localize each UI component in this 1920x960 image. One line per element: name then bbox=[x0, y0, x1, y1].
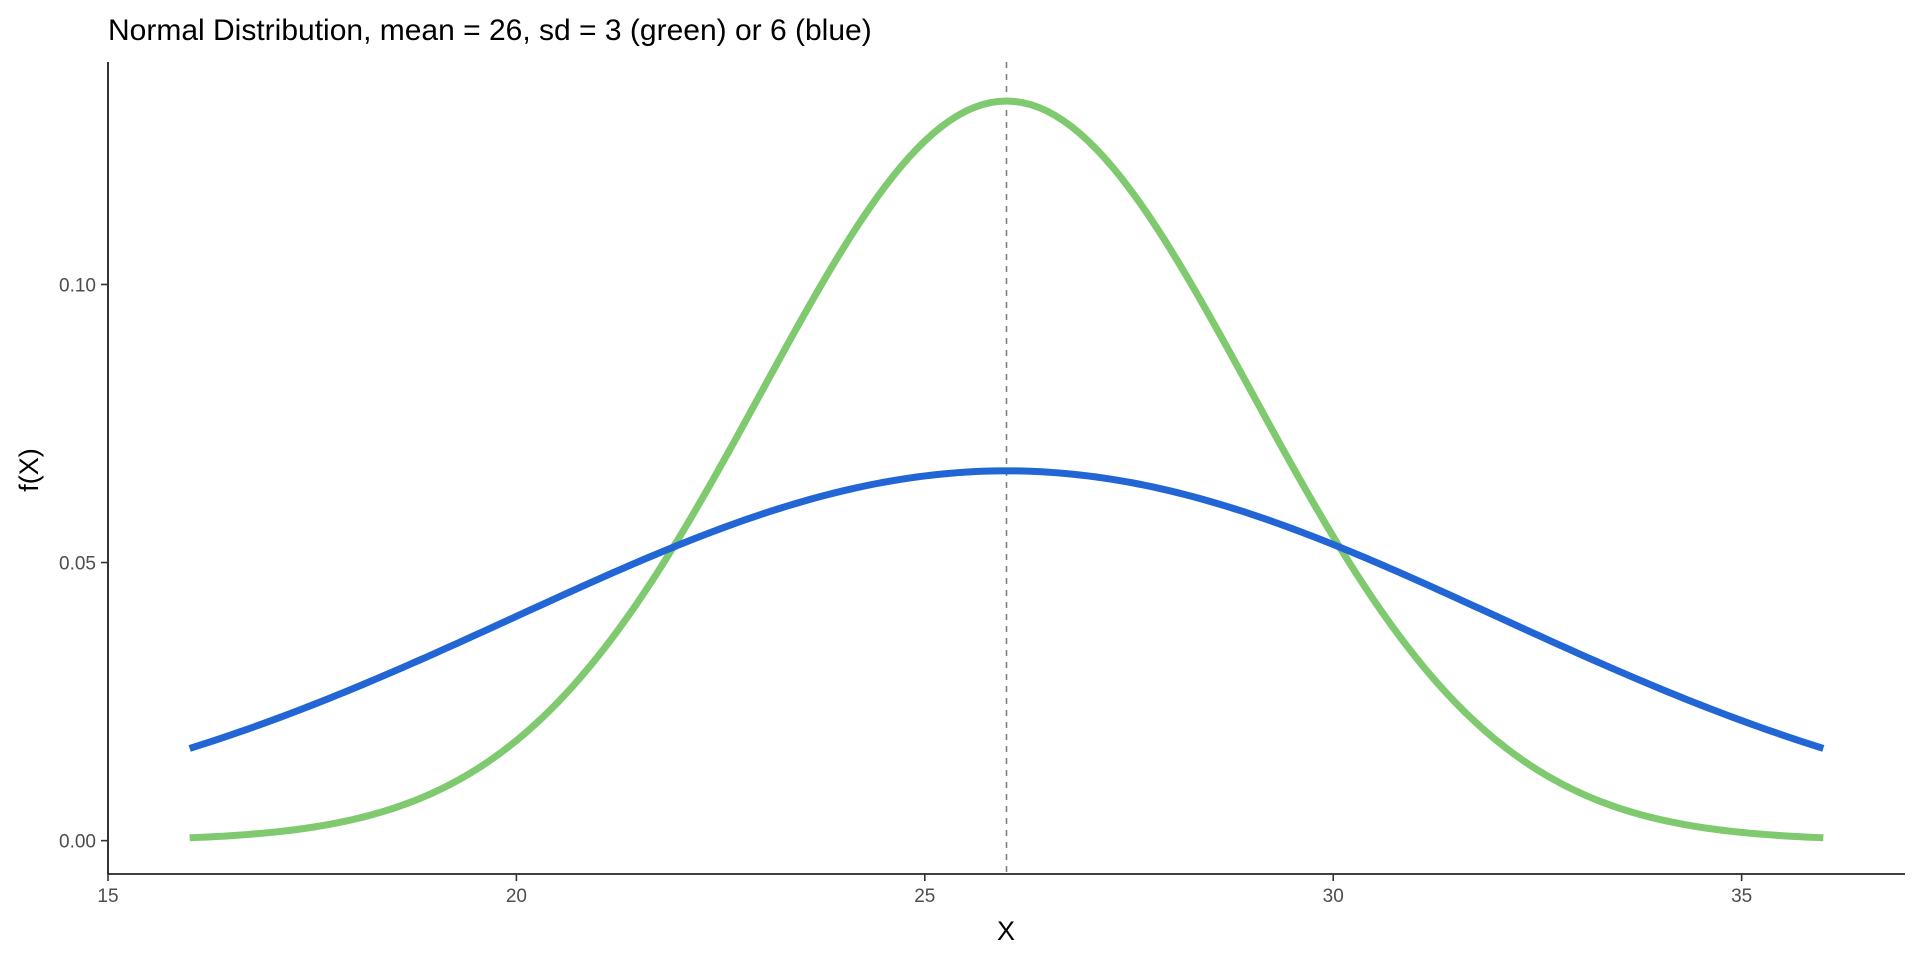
chart-title: Normal Distribution, mean = 26, sd = 3 (… bbox=[108, 14, 872, 47]
x-axis-ticks: 15 20 25 30 35 bbox=[97, 874, 1752, 907]
x-tick-label: 30 bbox=[1323, 886, 1344, 907]
y-tick-label: 0.00 bbox=[59, 832, 96, 853]
x-axis-title: X bbox=[997, 916, 1015, 946]
y-axis-title: f(X) bbox=[14, 448, 44, 492]
y-tick-label: 0.05 bbox=[59, 554, 96, 575]
x-tick-label: 15 bbox=[97, 886, 118, 907]
x-tick-label: 25 bbox=[914, 886, 935, 907]
green-density-curve bbox=[189, 97, 1824, 842]
plot-area bbox=[188, 62, 1825, 874]
blue-density-curve bbox=[188, 467, 1825, 752]
x-tick-label: 35 bbox=[1731, 886, 1752, 907]
y-axis-ticks: 0.00 0.05 0.10 bbox=[59, 275, 108, 853]
y-tick-label: 0.10 bbox=[59, 275, 96, 296]
x-tick-label: 20 bbox=[506, 886, 527, 907]
